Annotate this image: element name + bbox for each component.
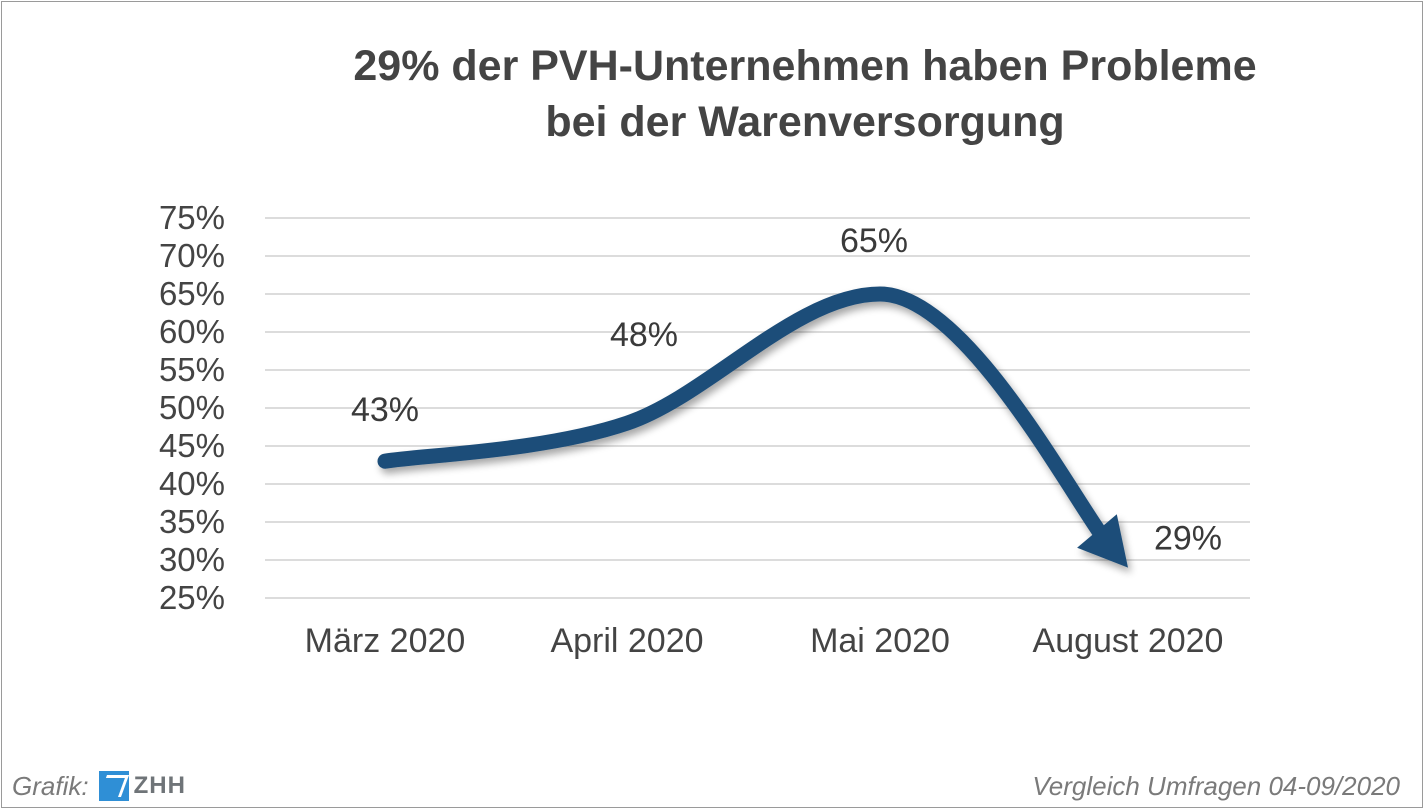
y-tick-label: 30%: [159, 541, 225, 578]
zhh-logo-text: ZHH: [133, 772, 186, 799]
y-tick-label: 60%: [159, 313, 225, 350]
x-tick-label: August 2020: [1033, 622, 1224, 660]
x-tick-label: März 2020: [305, 622, 466, 660]
series-path: [377, 286, 1114, 550]
data-label: 65%: [840, 222, 908, 260]
chart-title-line-1: 29% der PVH-Unternehmen haben Probleme: [353, 42, 1257, 90]
footer-source: Grafik: ZHH: [12, 766, 186, 806]
y-tick-label: 25%: [159, 579, 225, 616]
footer-source-label: Grafik:: [12, 770, 89, 801]
y-tick-label: 55%: [159, 351, 225, 388]
series-arrowhead: [1077, 514, 1128, 568]
x-axis-ticks: März 2020 April 2020 Mai 2020 August 2020: [305, 622, 1224, 660]
chart-title-line-2: bei der Warenversorgung: [545, 98, 1065, 146]
x-tick-label: April 2020: [550, 622, 703, 660]
y-tick-label: 35%: [159, 503, 225, 540]
chart-title: 29% der PVH-Unternehmen haben Probleme b…: [0, 38, 1426, 150]
y-axis-ticks: 75%70%65%60%55%50%45%40%35%30%25%: [159, 199, 225, 616]
y-tick-label: 45%: [159, 427, 225, 464]
x-tick-label: Mai 2020: [810, 622, 950, 660]
grid-lines: [265, 217, 1250, 599]
data-label: 43%: [351, 391, 419, 429]
footer-note: Vergleich Umfragen 04-09/2020: [1032, 771, 1400, 801]
y-tick-label: 75%: [159, 199, 225, 236]
y-tick-label: 65%: [159, 275, 225, 312]
data-label: 48%: [610, 316, 678, 354]
zhh-logo: ZHH: [98, 771, 186, 801]
series-line: [377, 286, 1129, 568]
y-tick-label: 70%: [159, 237, 225, 274]
y-tick-label: 40%: [159, 465, 225, 502]
data-label: 29%: [1154, 520, 1222, 558]
zhh-logo-icon: [98, 771, 129, 801]
data-labels: 43% 48% 65% 29%: [351, 222, 1222, 558]
y-tick-label: 50%: [159, 389, 225, 426]
